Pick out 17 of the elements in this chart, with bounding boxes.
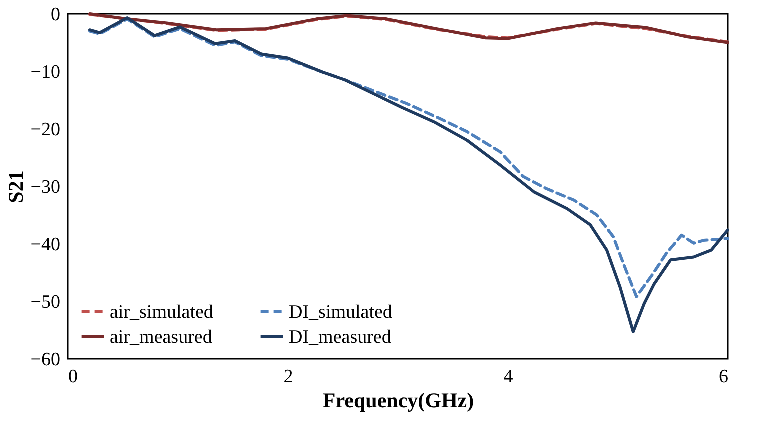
x-tick-label: 2	[284, 366, 294, 388]
y-axis-title: S21	[4, 170, 28, 204]
x-tick-label: 4	[504, 366, 514, 388]
legend-label: air_measured	[110, 327, 213, 348]
legend-label: DI_measured	[289, 327, 392, 348]
legend-label: DI_simulated	[289, 302, 393, 323]
y-tick-label: −50	[30, 292, 60, 313]
legend-label: air_simulated	[110, 302, 214, 323]
x-axis-title: Frequency(GHz)	[322, 388, 474, 412]
y-tick-label: −30	[30, 177, 60, 198]
x-tick-label: 0	[68, 366, 78, 388]
y-tick-label: 0	[51, 4, 60, 26]
y-tick-label: −20	[30, 120, 60, 140]
y-tick-label: −40	[30, 234, 60, 256]
y-tick-label: −60	[30, 350, 60, 370]
y-tick-label: −10	[30, 62, 60, 83]
x-tick-label: 6	[719, 366, 728, 388]
